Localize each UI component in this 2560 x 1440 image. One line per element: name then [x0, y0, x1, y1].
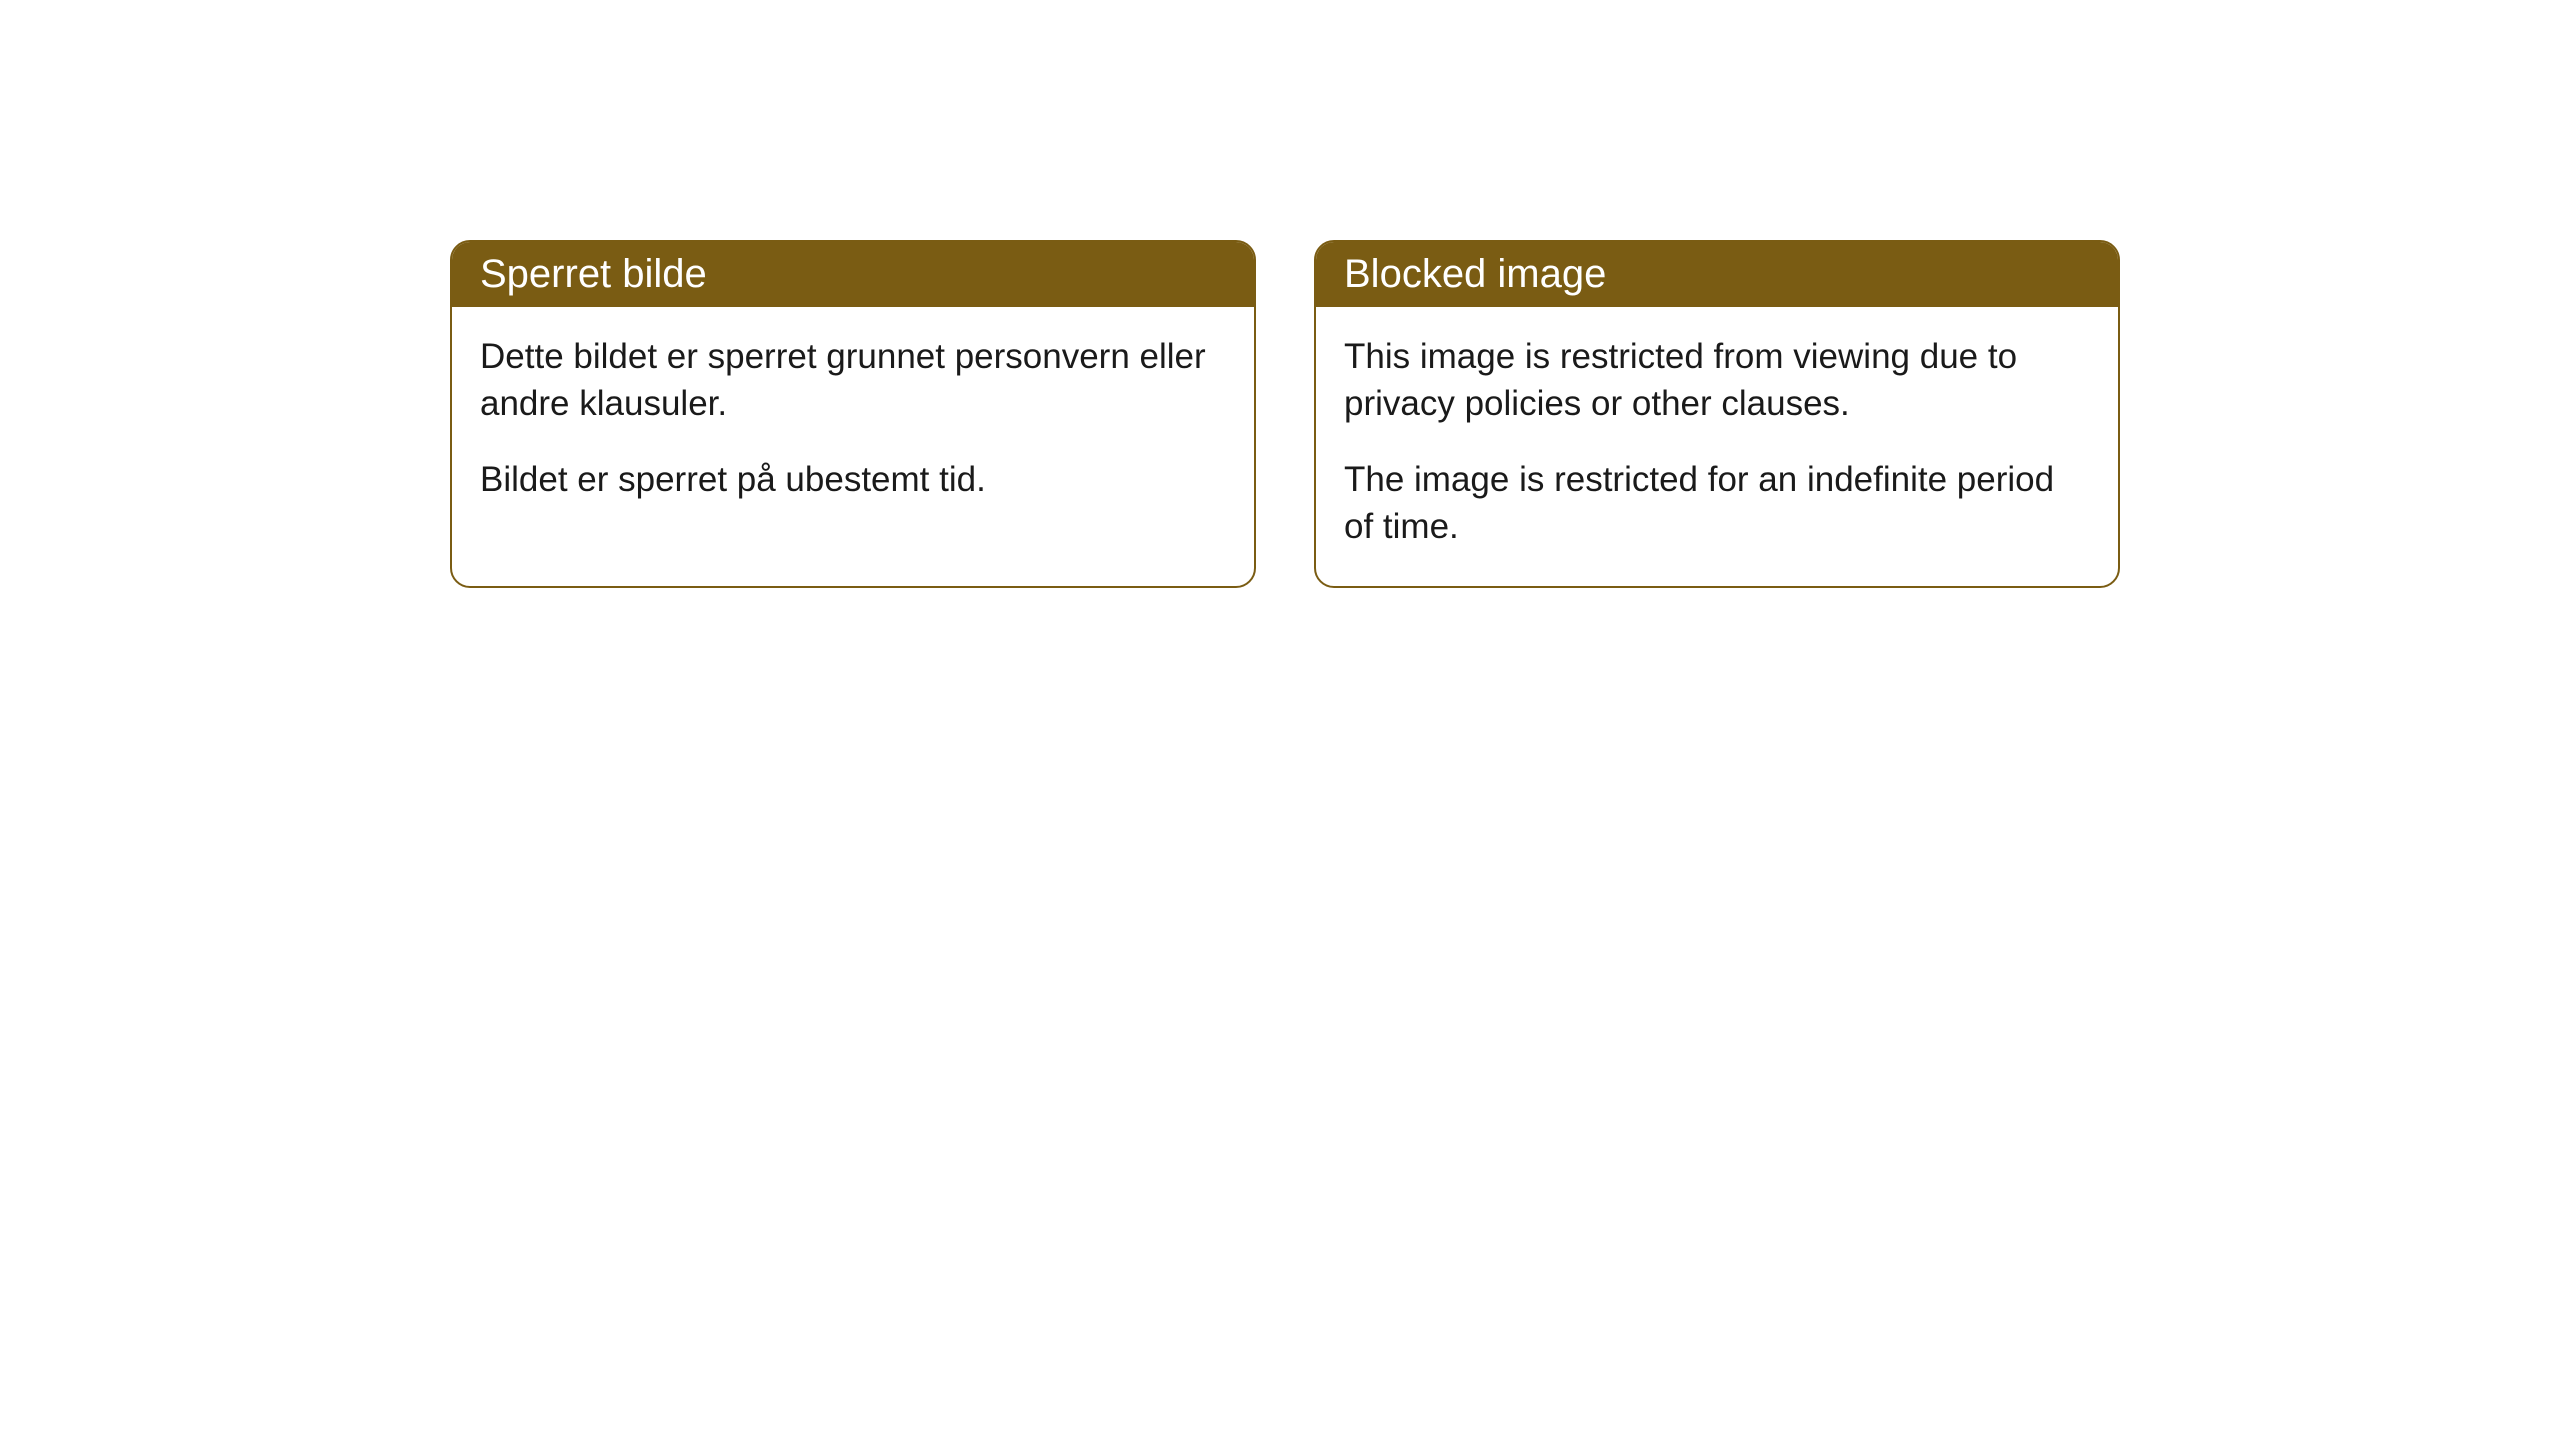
card-para1-en: This image is restricted from viewing du… [1344, 333, 2090, 428]
card-para1-no: Dette bildet er sperret grunnet personve… [480, 333, 1226, 428]
card-header-en: Blocked image [1316, 242, 2118, 307]
card-para2-no: Bildet er sperret på ubestemt tid. [480, 456, 1226, 503]
card-para2-en: The image is restricted for an indefinit… [1344, 456, 2090, 551]
blocked-image-card-no: Sperret bilde Dette bildet er sperret gr… [450, 240, 1256, 588]
card-header-no: Sperret bilde [452, 242, 1254, 307]
card-title-no: Sperret bilde [480, 252, 707, 296]
card-body-no: Dette bildet er sperret grunnet personve… [452, 307, 1254, 539]
card-body-en: This image is restricted from viewing du… [1316, 307, 2118, 586]
blocked-image-card-en: Blocked image This image is restricted f… [1314, 240, 2120, 588]
notice-cards-container: Sperret bilde Dette bildet er sperret gr… [450, 240, 2560, 588]
card-title-en: Blocked image [1344, 252, 1606, 296]
